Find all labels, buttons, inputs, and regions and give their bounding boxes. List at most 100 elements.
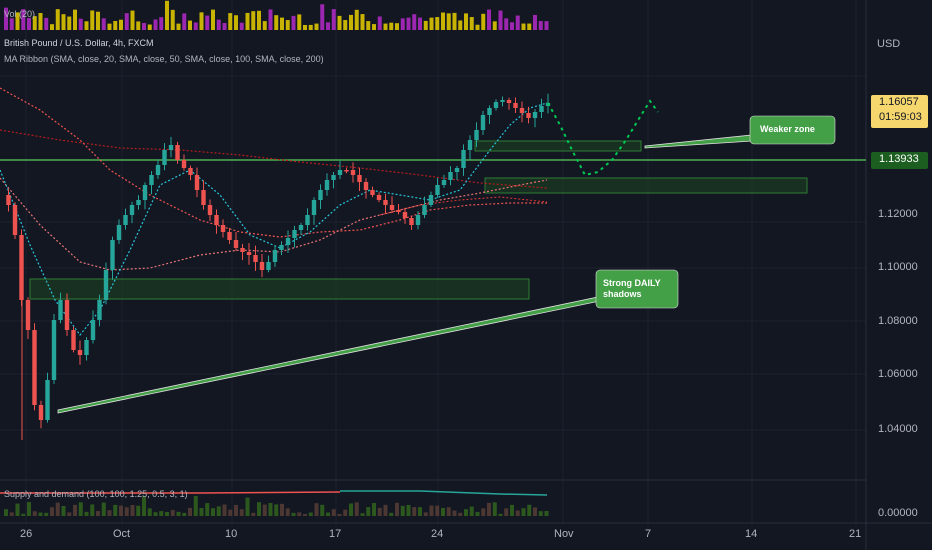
volume-bar xyxy=(119,19,123,30)
volume-bar xyxy=(395,23,399,30)
sd-bar xyxy=(73,504,77,516)
supply-demand-line xyxy=(0,491,341,494)
currency-label[interactable]: USD xyxy=(877,38,901,50)
sd-bar xyxy=(119,505,123,516)
weaker-zone-callout-box[interactable] xyxy=(749,115,836,145)
strong-daily-arrow[interactable] xyxy=(57,296,601,414)
volume-bar xyxy=(366,21,371,30)
sd-bar xyxy=(228,509,233,516)
sd-bar xyxy=(262,504,267,516)
volume-bar xyxy=(400,18,405,30)
strong-daily-text-1[interactable]: Strong DAILY xyxy=(603,278,661,288)
candle-body xyxy=(240,248,245,252)
volume-bar xyxy=(239,22,244,30)
candle-body xyxy=(175,145,180,160)
price-tick-5: 1.04000 xyxy=(878,423,918,435)
volume-bar xyxy=(147,24,152,30)
candle-body xyxy=(6,195,11,205)
strong-daily-callout-box[interactable] xyxy=(595,269,679,309)
candle-body xyxy=(71,330,76,350)
volume-bar xyxy=(429,17,434,30)
time-tick-nov: Nov xyxy=(554,528,574,540)
candle-body xyxy=(162,150,167,165)
sd-bar xyxy=(216,506,221,516)
candle-body xyxy=(279,245,284,250)
volume-bar xyxy=(441,12,445,30)
ma-100-line xyxy=(0,87,547,238)
symbol-title[interactable]: British Pound / U.S. Dollar, 4h, FXCM xyxy=(4,38,154,48)
sd-bar xyxy=(354,502,359,516)
volume-bar xyxy=(452,12,457,30)
volume-bar xyxy=(165,0,169,31)
volume-bar xyxy=(78,18,83,30)
candle-body xyxy=(506,100,512,103)
sd-bar xyxy=(504,508,509,516)
candle-body xyxy=(142,185,148,200)
volume-bar xyxy=(521,23,526,30)
volume-bar xyxy=(84,21,89,30)
sd-bar xyxy=(469,506,474,516)
candle-body xyxy=(97,300,102,320)
candle-body xyxy=(272,250,278,262)
ma-ribbon-legend[interactable]: MA Ribbon (SMA, close, 20, SMA, close, 5… xyxy=(4,54,324,64)
volume-bar xyxy=(389,22,394,30)
volume-bar xyxy=(435,17,440,30)
sd-bar xyxy=(544,510,549,516)
candle-body xyxy=(129,205,135,215)
price-tick-4: 1.06000 xyxy=(878,368,918,380)
sd-bar xyxy=(406,504,411,516)
sd-bar xyxy=(239,509,244,516)
time-tick-24: 24 xyxy=(431,528,444,540)
supply-demand-legend[interactable]: Supply and demand (100, 100, 1.25, 0.5, … xyxy=(4,489,188,499)
candle-body xyxy=(77,350,83,355)
candle-body xyxy=(123,215,128,225)
sd-bar xyxy=(90,504,95,516)
demand-zone-low[interactable] xyxy=(29,278,530,300)
sd-bar xyxy=(492,502,497,516)
candle-body xyxy=(337,170,343,175)
sd-bar xyxy=(475,511,480,516)
sd-bar xyxy=(274,504,279,516)
volume-bar xyxy=(262,21,267,30)
candle-body xyxy=(168,145,174,150)
candle-body xyxy=(51,320,57,380)
volume-bar xyxy=(418,17,422,30)
volume-bar xyxy=(21,9,26,31)
sd-bar xyxy=(487,502,491,516)
weaker-zone-arrow[interactable] xyxy=(644,134,753,149)
sd-bar xyxy=(130,504,135,516)
volume-bar xyxy=(124,13,129,30)
countdown-label: 01:59:03 xyxy=(879,111,922,123)
sd-bar xyxy=(50,507,54,516)
demand-zone-mid[interactable] xyxy=(484,177,808,194)
sd-bar xyxy=(331,509,336,516)
volume-bar xyxy=(113,20,118,30)
weaker-zone-box[interactable] xyxy=(474,140,642,152)
sd-bar xyxy=(435,505,440,516)
sd-bar xyxy=(9,512,14,516)
candle-body xyxy=(389,205,395,210)
volume-bar xyxy=(268,9,273,30)
weaker-zone-text[interactable]: Weaker zone xyxy=(760,124,815,134)
volume-bar xyxy=(205,15,210,30)
strong-daily-text-2[interactable]: shadows xyxy=(603,289,642,299)
candle-body xyxy=(376,195,382,200)
volume-bar xyxy=(337,15,342,30)
volume-bar xyxy=(349,14,353,30)
sd-bar xyxy=(107,510,112,516)
volume-bar xyxy=(412,14,417,30)
candle-body xyxy=(233,240,239,248)
volume-bar xyxy=(50,24,54,30)
candle-body xyxy=(454,168,460,172)
level-price-label: 1.13933 xyxy=(879,153,919,165)
sd-bar xyxy=(527,504,532,516)
volume-bar xyxy=(297,14,302,30)
volume-bar xyxy=(498,10,503,30)
candle-body xyxy=(487,108,492,115)
candle-body xyxy=(292,230,297,238)
candle-body xyxy=(467,140,473,150)
volume-bar xyxy=(331,9,336,31)
sd-bar xyxy=(458,512,463,516)
sd-bar xyxy=(423,512,428,516)
